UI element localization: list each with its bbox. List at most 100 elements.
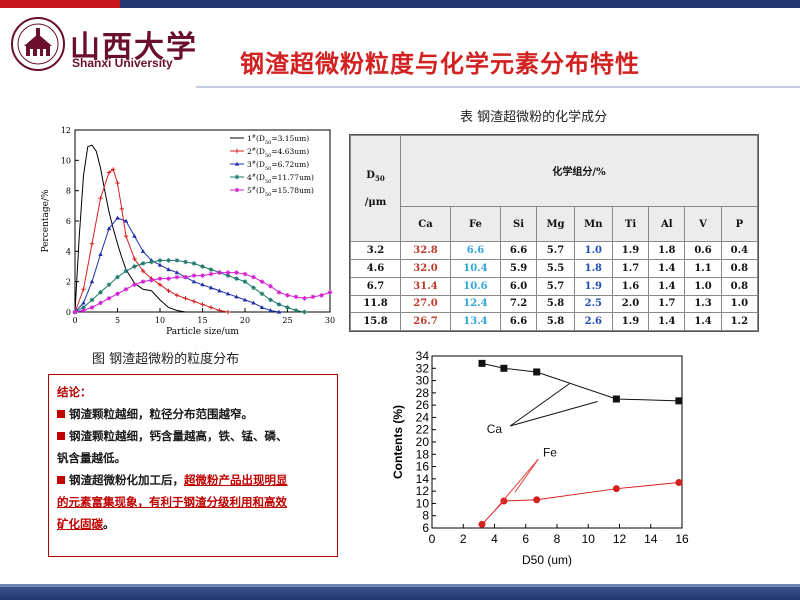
x-tick-label: 15 <box>197 316 207 325</box>
data-point <box>166 276 171 281</box>
d50-cell: 3.2 <box>350 241 401 261</box>
data-point <box>111 167 116 172</box>
y-tick-label: 32 <box>416 361 430 375</box>
data-point <box>123 268 129 274</box>
value-cell: 1.8 <box>648 241 686 261</box>
data-point <box>98 252 103 256</box>
data-point <box>302 296 307 301</box>
ca-fe-content-chart: 0 2 4 6 8 10 12 14 16681012141618202224262830323… <box>392 349 689 567</box>
conclusion-item-2-cont: 钒含量越低。 <box>57 447 329 469</box>
conclusion-box: 结论： 钢渣颗粒越细，粒径分布范围越窄。 钢渣颗粒越细，钙含量越高，铁、锰、磷、… <box>48 374 338 557</box>
particle-size-distribution-chart: 0 5 10 15 20 25 30 0 2 4 6 8 10 12 Particle size/um Per… <box>41 126 335 337</box>
value-cell: 5.5 <box>536 259 575 278</box>
data-point <box>98 196 103 201</box>
value-cell: 1.4 <box>648 276 686 296</box>
data-point <box>115 215 120 220</box>
data-point <box>225 291 231 296</box>
data-point <box>612 395 620 403</box>
value-cell: 1.9 <box>573 276 613 296</box>
value-cell: 2.0 <box>611 294 650 314</box>
value-cell: 10.6 <box>449 276 501 296</box>
value-cell: 1.9 <box>611 312 650 331</box>
value-cell: 6.6 <box>499 241 538 261</box>
y-tick-label: 20 <box>416 435 430 449</box>
legend-label: 5#(D50=15.78um) <box>247 186 314 198</box>
data-point <box>157 258 163 263</box>
data-point <box>72 309 78 315</box>
value-cell: 0.8 <box>720 259 759 278</box>
data-point <box>191 261 197 266</box>
d50-cell: 6.7 <box>350 276 401 296</box>
conclusion-highlight-3b: 的元素富集现象，有利于钢渣分级利用和高效 <box>57 495 287 509</box>
x-axis-label: D50 (um) <box>522 553 572 567</box>
series-line <box>74 144 186 313</box>
data-point <box>259 305 265 310</box>
data-point <box>675 479 683 487</box>
x-tick-label: 2 <box>460 532 467 546</box>
y-tick-label: 16 <box>416 460 430 474</box>
x-tick-label: 25 <box>282 316 292 325</box>
data-point <box>200 302 205 307</box>
data-point <box>166 258 171 263</box>
data-point <box>115 180 120 186</box>
y-tick-label: 8 <box>422 509 429 523</box>
data-point <box>285 305 290 310</box>
x-tick-label: 12 <box>613 532 627 546</box>
y-axis-label: Contents (%) <box>392 405 405 479</box>
data-point <box>612 485 620 493</box>
bottom-band <box>0 584 800 600</box>
data-point <box>157 282 163 287</box>
data-point <box>123 286 129 292</box>
value-cell: 1.1 <box>684 259 722 278</box>
x-tick-label: 14 <box>644 532 658 546</box>
value-cell: 1.0 <box>573 241 613 261</box>
data-point <box>251 300 256 305</box>
value-cell: 0.6 <box>684 241 722 261</box>
data-point <box>268 297 273 303</box>
data-point <box>115 291 120 297</box>
y-tick-label: 10 <box>416 496 430 510</box>
value-cell: 1.0 <box>720 294 759 314</box>
value-cell: 1.4 <box>648 312 686 331</box>
data-point <box>123 218 129 223</box>
value-cell: 1.9 <box>611 241 650 261</box>
series-line <box>74 259 305 313</box>
x-tick-label: 5 <box>115 316 120 325</box>
column-header-p: P <box>720 205 759 243</box>
data-point <box>157 276 163 281</box>
data-point <box>106 226 112 231</box>
value-cell: 32.0 <box>400 259 451 278</box>
value-cell: 1.7 <box>648 294 686 314</box>
d50-cell: 15.8 <box>350 312 401 331</box>
value-cell: 1.6 <box>611 276 650 296</box>
y-tick-label: 2 <box>66 278 71 287</box>
data-point <box>217 270 222 275</box>
data-point <box>285 293 290 298</box>
conclusion-item-3-end: 矿化固碳。 <box>57 513 329 535</box>
data-point <box>174 258 180 263</box>
y-tick-label: 30 <box>416 374 430 388</box>
value-cell: 6.6 <box>449 241 501 261</box>
value-cell: 1.4 <box>684 312 722 331</box>
data-point <box>208 285 214 290</box>
series-line <box>481 362 679 402</box>
annotation-fe: Fe <box>543 446 557 460</box>
bullet-square-icon <box>57 410 65 418</box>
d50-label-sub: 50 <box>374 173 385 183</box>
logo-chinese-name: 山西大学 <box>70 30 198 65</box>
conclusion-heading: 结论： <box>57 385 92 399</box>
data-point <box>106 282 112 287</box>
data-point <box>106 296 112 301</box>
conclusion-item-3-cont: 的元素富集现象，有利于钢渣分级利用和高效 <box>57 491 329 513</box>
y-tick-label: 18 <box>416 447 430 461</box>
data-point <box>200 273 205 278</box>
value-cell: 1.3 <box>684 294 722 314</box>
title-divider <box>196 86 800 88</box>
data-point <box>98 300 103 306</box>
data-point <box>208 305 214 310</box>
value-cell: 12.4 <box>449 294 501 314</box>
d50-cell: 4.6 <box>350 259 401 278</box>
value-cell: 1.4 <box>648 259 686 278</box>
legend-label: 3#(D50=6.72um) <box>247 160 309 172</box>
data-point <box>234 270 239 275</box>
